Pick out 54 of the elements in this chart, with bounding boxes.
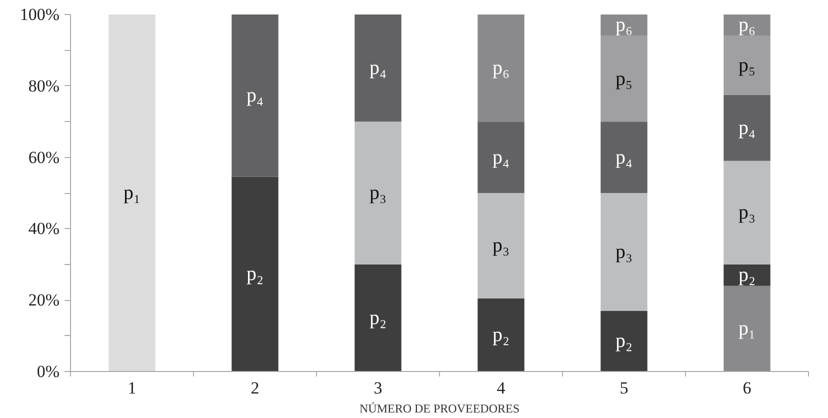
bar: [724, 14, 770, 36]
x-axis-title: NÚMERO DE PROVEEDORES: [359, 402, 520, 416]
y-tick-label: 20%: [28, 290, 60, 310]
text: p₄: [738, 116, 756, 139]
y-tick-label: 100%: [20, 5, 60, 24]
series-label: p₂: [738, 264, 756, 286]
bar: [724, 94, 770, 161]
text: p₃: [616, 240, 632, 263]
x-tick-label: 3: [374, 378, 382, 398]
bar: [232, 176, 278, 372]
series-label: p₁: [124, 182, 140, 204]
text: p₁: [738, 318, 756, 340]
bar: [600, 122, 648, 193]
series-label: p₃: [370, 182, 386, 204]
series-label: p₆: [616, 14, 633, 36]
bar: [600, 310, 648, 372]
x-tick-label: 2: [250, 378, 260, 398]
x-tick-label: 4: [496, 378, 506, 398]
text: p₂: [246, 263, 264, 286]
bar: [354, 264, 402, 372]
text: p₄: [370, 57, 386, 80]
text: p₅: [738, 54, 756, 76]
bar: [108, 14, 156, 372]
bar: [600, 193, 648, 311]
text: p₃: [738, 202, 756, 224]
bar: [724, 160, 770, 264]
bar: [478, 193, 524, 298]
series-label: p₅: [616, 68, 632, 90]
bar: [354, 122, 402, 264]
y-tick-label: 80%: [28, 76, 60, 96]
x-tick-label: 6: [742, 378, 752, 398]
text: p₂: [370, 306, 386, 329]
bar: [724, 264, 770, 286]
x-tick-label: 1: [128, 378, 136, 398]
text: p₄: [616, 146, 632, 168]
text: p₆: [738, 14, 756, 36]
text: p₂: [492, 324, 510, 346]
bar: [724, 36, 770, 95]
bar: [478, 14, 524, 122]
bar: [600, 14, 648, 36]
x-tick-label: 5: [620, 378, 628, 398]
series-label: p₄: [246, 84, 264, 107]
y-tick-label: 0%: [36, 362, 60, 381]
y-tick-label: 40%: [28, 219, 60, 238]
bar: [600, 36, 648, 122]
y-tick-label: 60%: [28, 148, 60, 167]
bar: [354, 14, 402, 122]
text: p₃: [492, 234, 510, 257]
bar: [232, 14, 278, 177]
bar: [478, 122, 524, 193]
text: p₄: [492, 146, 510, 168]
text: p₂: [616, 330, 632, 352]
text: p₆: [492, 57, 510, 80]
bar: [478, 298, 524, 372]
